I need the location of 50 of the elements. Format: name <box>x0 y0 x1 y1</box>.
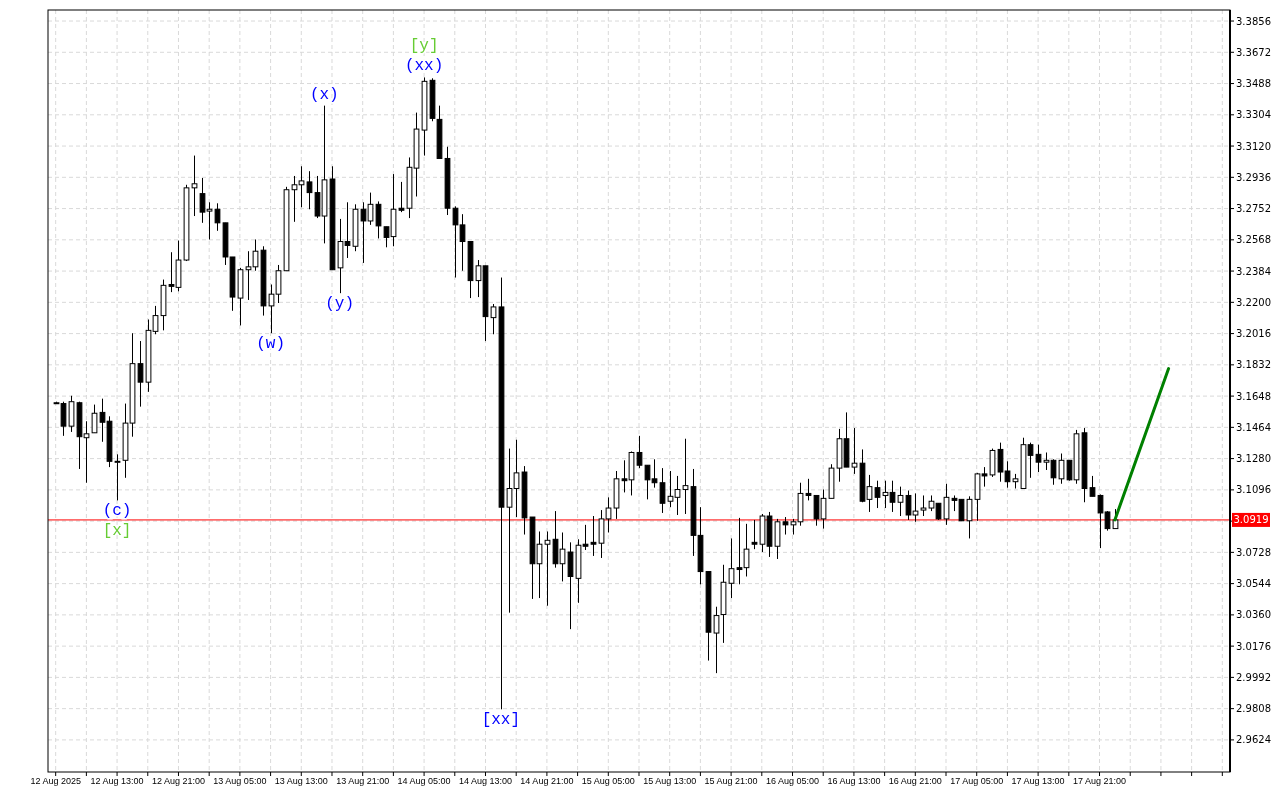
x-tick-label: 17 Aug 21:00 <box>1072 776 1127 787</box>
annotation: [x] <box>102 522 132 541</box>
x-tick-label: 15 Aug 05:00 <box>581 776 635 787</box>
y-tick-label: 3.3120 <box>1236 140 1271 152</box>
annotation: (xx) <box>404 57 444 76</box>
y-tick-label: 2.9992 <box>1236 671 1271 683</box>
y-tick-label: 3.2936 <box>1236 171 1271 183</box>
x-tick-label: 14 Aug 21:00 <box>520 776 574 787</box>
y-tick-label: 3.3304 <box>1236 109 1271 121</box>
y-tick-label: 3.0176 <box>1236 640 1271 652</box>
y-tick-label: 2.9808 <box>1236 703 1271 715</box>
y-tick-label: 3.0544 <box>1236 578 1271 590</box>
y-tick-label: 3.1280 <box>1236 453 1271 465</box>
x-tick-label: 12 Aug 21:00 <box>151 776 206 787</box>
y-tick-label: 3.3856 <box>1236 15 1271 27</box>
y-tick-label: 3.2200 <box>1236 296 1271 308</box>
y-tick-label: 3.3672 <box>1236 46 1271 58</box>
x-tick-label: 15 Aug 13:00 <box>643 776 697 787</box>
y-tick-label: 3.1832 <box>1236 359 1271 371</box>
y-tick-label: 2.9624 <box>1236 734 1271 746</box>
y-tick-label: 3.0728 <box>1236 546 1271 558</box>
annotation: (y) <box>325 295 355 314</box>
ref-line-label: 3.0919 <box>1233 514 1269 526</box>
annotation: (x) <box>309 85 339 104</box>
x-tick-label: 14 Aug 05:00 <box>397 776 451 787</box>
x-tick-label: 13 Aug 13:00 <box>274 776 328 787</box>
x-tick-label: 12 Aug 2025 <box>30 776 81 787</box>
y-tick-label: 3.1464 <box>1236 421 1271 433</box>
y-tick-label: 3.2016 <box>1236 328 1271 340</box>
x-tick-label: 16 Aug 21:00 <box>888 776 942 787</box>
y-tick-label: 3.1096 <box>1236 484 1271 496</box>
y-tick-label: 3.2384 <box>1236 265 1271 277</box>
y-tick-label: 3.0360 <box>1236 609 1271 621</box>
annotation: [y] <box>409 37 439 56</box>
y-tick-label: 3.2752 <box>1236 203 1271 215</box>
x-tick-label: 17 Aug 13:00 <box>1011 776 1065 787</box>
x-tick-label: 16 Aug 05:00 <box>765 776 820 787</box>
annotation: [xx] <box>481 711 521 730</box>
annotation: (w) <box>256 335 285 354</box>
x-tick-label: 15 Aug 21:00 <box>704 776 758 787</box>
x-tick-label: 13 Aug 21:00 <box>336 776 390 787</box>
annotation: (c) <box>102 502 132 521</box>
x-tick-label: 16 Aug 13:00 <box>827 776 881 787</box>
y-tick-label: 3.3488 <box>1236 78 1271 90</box>
x-tick-label: 12 Aug 13:00 <box>90 776 144 787</box>
y-tick-label: 3.2568 <box>1236 234 1271 246</box>
x-tick-label: 13 Aug 05:00 <box>213 776 267 787</box>
x-tick-label: 14 Aug 13:00 <box>458 776 513 787</box>
y-tick-label: 3.1648 <box>1236 390 1271 402</box>
x-tick-label: 17 Aug 05:00 <box>950 776 1004 787</box>
